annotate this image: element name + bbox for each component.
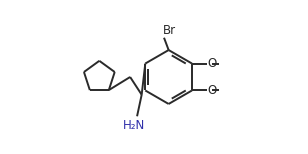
Text: O: O — [208, 84, 217, 97]
Text: O: O — [208, 57, 217, 70]
Text: Br: Br — [163, 24, 176, 37]
Text: H₂N: H₂N — [123, 119, 145, 132]
